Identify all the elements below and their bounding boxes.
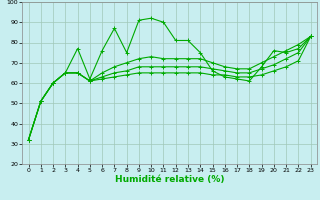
X-axis label: Humidité relative (%): Humidité relative (%) xyxy=(115,175,224,184)
